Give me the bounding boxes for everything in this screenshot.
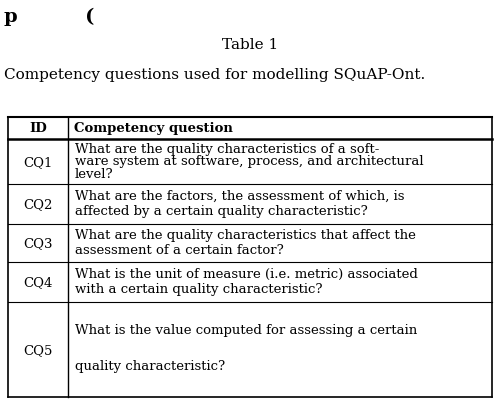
Text: ware system at software, process, and architectural: ware system at software, process, and ar… <box>75 155 424 168</box>
Text: What are the quality characteristics that affect the: What are the quality characteristics tha… <box>75 229 416 242</box>
Text: CQ2: CQ2 <box>24 198 52 211</box>
Text: What is the value computed for assessing a certain: What is the value computed for assessing… <box>75 323 417 336</box>
Text: p          (: p ( <box>4 8 94 26</box>
Text: What are the quality characteristics of a soft-: What are the quality characteristics of … <box>75 142 380 156</box>
Text: CQ5: CQ5 <box>24 343 52 356</box>
Text: CQ4: CQ4 <box>24 276 52 289</box>
Text: Competency questions used for modelling SQuAP-Ont.: Competency questions used for modelling … <box>4 68 425 82</box>
Text: What is the unit of measure (i.e. metric) associated: What is the unit of measure (i.e. metric… <box>75 267 418 280</box>
Text: with a certain quality characteristic?: with a certain quality characteristic? <box>75 283 322 296</box>
Text: What are the factors, the assessment of which, is: What are the factors, the assessment of … <box>75 190 404 203</box>
Text: quality characteristic?: quality characteristic? <box>75 360 225 373</box>
Text: Table 1: Table 1 <box>222 38 278 52</box>
Text: level?: level? <box>75 168 114 180</box>
Text: assessment of a certain factor?: assessment of a certain factor? <box>75 243 284 256</box>
Text: Competency question: Competency question <box>74 122 233 135</box>
Text: CQ1: CQ1 <box>24 156 52 168</box>
Text: CQ3: CQ3 <box>23 237 53 250</box>
Text: ID: ID <box>29 122 47 135</box>
Text: affected by a certain quality characteristic?: affected by a certain quality characteri… <box>75 205 368 218</box>
